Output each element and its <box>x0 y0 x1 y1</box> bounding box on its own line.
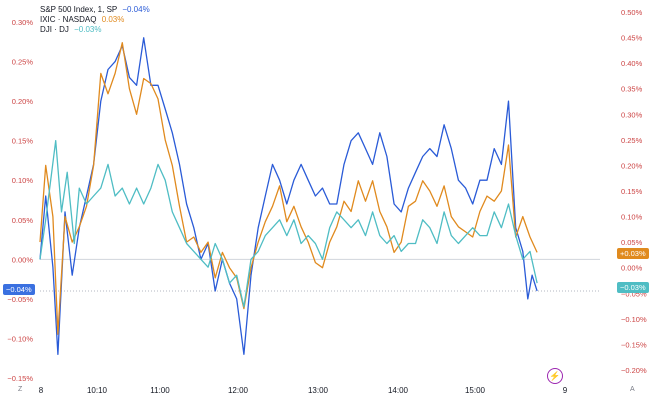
right-tick-label: 0.15% <box>621 187 643 196</box>
legend-name-dji: DJI · DJ <box>40 25 69 34</box>
series-line-1[interactable] <box>39 42 538 335</box>
x-tick-label: 9 <box>563 386 568 395</box>
x-tick-label: 10:10 <box>87 386 108 395</box>
zero-baseline <box>40 258 600 292</box>
left-price-scale[interactable]: 0.30% 0.25% 0.20% 0.15% 0.10% 0.05% 0.00% −0.05… <box>7 18 33 383</box>
auto-scale-right-button[interactable]: A <box>630 386 635 393</box>
right-teal-price-badge: −0.03% <box>617 282 649 293</box>
left-tick-label: 0.00% <box>12 255 34 264</box>
legend-value-ixic: 0.03% <box>101 15 125 24</box>
legend-row-dji[interactable]: DJI · DJ −0.03% <box>40 25 150 35</box>
legend-value-spx: −0.04% <box>122 5 150 14</box>
left-tick-label: 0.05% <box>12 216 34 225</box>
legend-name-ixic: IXIC · NASDAQ <box>40 15 97 24</box>
right-tick-label: 0.50% <box>621 8 643 17</box>
legend-name-spx: S&P 500 Index, 1, SP <box>40 5 118 14</box>
left-tick-label: −0.15% <box>7 374 33 383</box>
x-tick-label: 11:00 <box>150 386 170 395</box>
legend: S&P 500 Index, 1, SP −0.04% IXIC · NASDA… <box>40 5 150 35</box>
left-tick-label: −0.05% <box>7 295 33 304</box>
legend-row-spx[interactable]: S&P 500 Index, 1, SP −0.04% <box>40 5 150 15</box>
right-tick-label: 0.30% <box>621 110 643 119</box>
legend-row-ixic[interactable]: IXIC · NASDAQ 0.03% <box>40 15 150 25</box>
right-tick-label: −0.15% <box>621 340 647 349</box>
left-tick-label: 0.20% <box>12 97 34 106</box>
left-last-price-badge: −0.04% <box>3 284 35 295</box>
series-line-2[interactable] <box>39 140 538 308</box>
right-tick-label: 0.00% <box>621 264 643 273</box>
right-price-scale[interactable]: 0.50% 0.45% 0.40% 0.35% 0.30% 0.25% 0.20% 0.15%… <box>621 8 647 375</box>
right-tick-label: 0.25% <box>621 136 643 145</box>
left-tick-label: 0.25% <box>12 58 34 67</box>
right-tick-label: 0.20% <box>621 161 643 170</box>
x-tick-label: 14:00 <box>388 386 409 395</box>
series-lines <box>39 37 538 355</box>
auto-scale-left-button[interactable]: Z <box>18 386 23 393</box>
x-tick-label: 13:00 <box>308 386 329 395</box>
right-tick-label: −0.10% <box>621 315 647 324</box>
left-tick-label: 0.10% <box>12 176 34 185</box>
right-orange-price-badge: +0.03% <box>617 248 649 259</box>
x-tick-label: 12:00 <box>228 386 249 395</box>
x-tick-label: 15:00 <box>465 386 486 395</box>
right-tick-label: 0.40% <box>621 59 643 68</box>
lightning-icon[interactable]: ⚡ <box>547 368 563 384</box>
right-tick-label: 0.05% <box>621 238 643 247</box>
left-tick-label: 0.15% <box>12 137 34 146</box>
left-tick-label: −0.10% <box>7 334 33 343</box>
right-tick-label: −0.20% <box>621 366 647 375</box>
time-scale[interactable]: 8 10:10 11:00 12:00 13:00 14:00 15:00 9 <box>39 386 568 395</box>
left-tick-label: 0.30% <box>12 18 34 27</box>
right-tick-label: 0.45% <box>621 34 643 43</box>
right-tick-label: 0.10% <box>621 213 643 222</box>
right-tick-label: 0.35% <box>621 85 643 94</box>
x-tick-label: 8 <box>39 386 44 395</box>
legend-value-dji: −0.03% <box>74 25 102 34</box>
right-tick-label: −0.05% <box>621 289 647 298</box>
